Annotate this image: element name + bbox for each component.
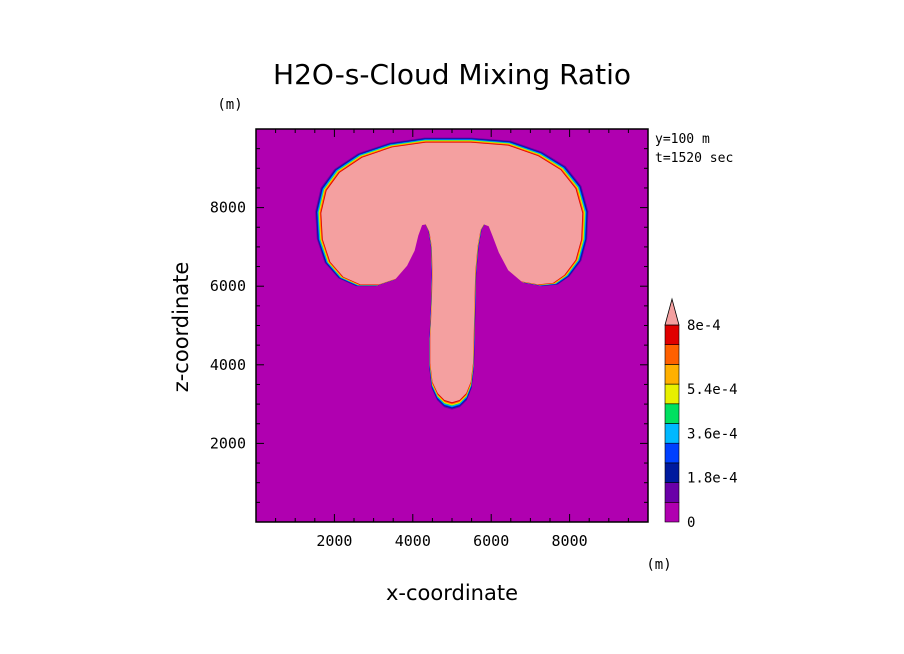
colorbar-swatch — [664, 344, 680, 365]
y-unit-label: (m) — [217, 97, 242, 113]
x-tick-label: 8000 — [552, 532, 588, 550]
colorbar-swatch — [664, 462, 680, 483]
colorbar-label: 5.4e-4 — [687, 382, 738, 398]
colorbar-extend-arrow — [664, 297, 680, 326]
colorbar: 0 1.8e-4 3.6e-4 5.4e-4 8e-4 — [664, 297, 738, 531]
colorbar-swatch — [664, 442, 680, 464]
colorbar-swatch — [664, 501, 680, 523]
colorbar-swatch — [664, 482, 680, 503]
colorbar-label: 0 — [687, 515, 695, 531]
colorbar-swatch — [664, 423, 680, 444]
annotation-t: t=1520 sec — [655, 151, 733, 166]
x-tick-label: 4000 — [395, 532, 431, 550]
colorbar-swatch — [664, 364, 680, 385]
x-unit-label: (m) — [646, 557, 671, 573]
y-tick-label: 2000 — [210, 434, 246, 452]
mixing-ratio-field — [256, 129, 648, 522]
axis-ticks: 2000 4000 6000 8000 2000 4000 6000 8000 — [210, 129, 648, 550]
y-tick-label: 6000 — [210, 277, 246, 295]
colorbar-label: 3.6e-4 — [687, 426, 738, 442]
x-axis-label: x-coordinate — [386, 581, 518, 605]
colorbar-swatch — [664, 403, 680, 424]
chart-title: H2O-s-Cloud Mixing Ratio — [273, 58, 631, 91]
x-tick-label: 6000 — [473, 532, 509, 550]
colorbar-label: 1.8e-4 — [687, 471, 738, 487]
colorbar-swatch — [664, 383, 680, 405]
y-axis-label: z-coordinate — [169, 262, 193, 393]
contour-band-10 — [321, 142, 583, 403]
annotation-y: y=100 m — [655, 132, 710, 147]
y-tick-label: 4000 — [210, 356, 246, 374]
y-tick-label: 8000 — [210, 199, 246, 217]
x-tick-label: 2000 — [316, 532, 352, 550]
colorbar-swatch — [664, 324, 680, 346]
colorbar-label: 8e-4 — [687, 318, 721, 334]
